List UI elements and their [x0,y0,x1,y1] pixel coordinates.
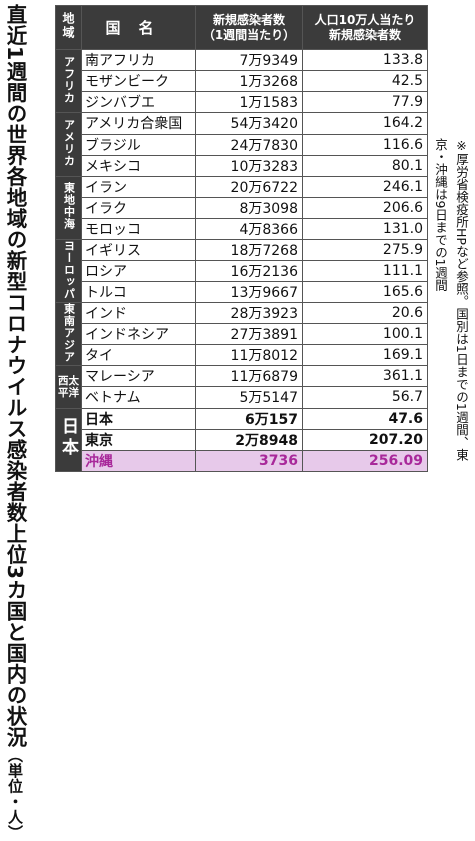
weekly-cases: 18万7268 [195,238,303,261]
country-name: モロッコ [81,217,196,240]
region-japan: 日本 [55,407,82,473]
country-name: イラン [81,175,196,198]
country-name: 日本 [81,407,196,430]
per-100k: 256.09 [302,449,428,473]
unit-label: （単位・人） [6,747,24,841]
region-europe: ヨーロッパ [55,238,82,304]
per-100k: 207.20 [302,428,428,451]
weekly-cases: 6万157 [195,407,303,430]
weekly-cases: 11万8012 [195,344,303,367]
header-region: 地域 [55,4,82,51]
weekly-cases: 24万7830 [195,133,303,156]
table-row: 東南アジア インド 28万3923 20.6 [55,302,428,367]
country-name: メキシコ [81,154,196,177]
table-row: インドネシア 27万3891 100.1 [56,323,428,346]
per-100k: 246.1 [302,175,428,198]
per-100k: 361.1 [302,365,428,388]
per-100k: 131.0 [302,217,428,240]
title-text: 直近1週間の世界各地域の新型コロナウイルス感染者数上位3カ国と国内の状況 [3,4,27,748]
per-100k: 111.1 [302,259,428,283]
header-per100k: 人口10万人当たり 新規感染者数 [302,4,428,51]
table-row: 西太平洋 マレーシア 11万6879 361.1 [55,365,428,409]
per-100k: 100.1 [302,323,428,346]
country-name: インドネシア [81,323,196,346]
country-name: イギリス [81,238,196,261]
weekly-cases: 2万8948 [195,428,303,451]
country-name: 沖縄 [81,449,196,473]
country-name: ロシア [81,259,196,283]
table-row: 日本 日本 6万157 47.6 [55,407,428,473]
table-row-highlight: 沖縄 3736 256.09 [56,449,428,473]
country-name: マレーシア [81,365,196,388]
weekly-cases: 16万2136 [195,259,303,283]
country-name: 東京 [81,428,196,451]
per-100k: 206.6 [302,196,428,219]
country-name: タイ [81,344,196,367]
table-row: 東京 2万8948 207.20 [56,428,428,451]
weekly-cases: 54万3420 [195,112,303,135]
table-row: 東地中海 イラン 20万6722 246.1 [55,175,428,240]
country-name: インド [81,302,196,325]
table-row: ベトナム 5万5147 56.7 [56,386,428,409]
per-100k: 77.9 [302,91,428,114]
region-africa: アフリカ [55,49,82,114]
weekly-cases: 1万1583 [195,91,303,114]
per-100k: 20.6 [302,302,428,325]
weekly-cases: 10万3283 [195,154,303,177]
table-row: ジンバブエ 1万1583 77.9 [56,91,428,114]
region-southeast-asia: 東南アジア [55,302,82,367]
per-100k: 116.6 [302,133,428,156]
table-row: ヨーロッパ イギリス 18万7268 275.9 [55,238,428,304]
weekly-cases: 27万3891 [195,323,303,346]
country-name: 南アフリカ [81,49,196,72]
region-western-pacific: 西太平洋 [55,365,82,409]
weekly-cases: 5万5147 [195,386,303,409]
per-100k: 164.2 [302,112,428,135]
per-100k: 56.7 [302,386,428,409]
weekly-cases: 20万6722 [195,175,303,198]
per-100k: 169.1 [302,344,428,367]
infection-table: 地域 国名 新規感染者数 （1週間当たり） 人口10万人当たり 新規感染者数 アフリ… [55,4,428,473]
weekly-cases: 13万9667 [195,281,303,304]
country-name: モザンビーク [81,70,196,93]
region-eastern-mediterranean: 東地中海 [55,175,82,240]
weekly-cases: 3736 [195,449,303,473]
country-name: イラク [81,196,196,219]
table-row: ロシア 16万2136 111.1 [56,259,428,283]
country-name: ジンバブエ [81,91,196,114]
country-name: アメリカ合衆国 [81,112,196,135]
table-row: タイ 11万8012 169.1 [56,344,428,367]
country-name: トルコ [81,281,196,304]
country-name: ブラジル [81,133,196,156]
per-100k: 133.8 [302,49,428,72]
header-cases: 新規感染者数 （1週間当たり） [195,4,303,51]
table-row: イラク 8万3098 206.6 [56,196,428,219]
per-100k: 275.9 [302,238,428,261]
weekly-cases: 4万8366 [195,217,303,240]
chart-title: 直近1週間の世界各地域の新型コロナウイルス感染者数上位3カ国と国内の状況（単位・… [2,4,28,841]
header-row: 地域 国名 新規感染者数 （1週間当たり） 人口10万人当たり 新規感染者数 [55,4,428,51]
table-row: モロッコ 4万8366 131.0 [56,217,428,240]
table-row: ブラジル 24万7830 116.6 [56,133,428,156]
region-americas: アメリカ [55,112,82,177]
per-100k: 47.6 [302,407,428,430]
table-row: アメリカ アメリカ合衆国 54万3420 164.2 [55,112,428,177]
table-row: モザンビーク 1万3268 42.5 [56,70,428,93]
weekly-cases: 11万6879 [195,365,303,388]
weekly-cases: 28万3923 [195,302,303,325]
table-row: トルコ 13万9667 165.6 [56,281,428,304]
weekly-cases: 1万3268 [195,70,303,93]
source-note: ※厚労省検疫所HPなど参照。国別は1日までの1週間、東京・沖縄は9日までの1週間 [433,138,469,461]
weekly-cases: 8万3098 [195,196,303,219]
country-name: ベトナム [81,386,196,409]
table-row: メキシコ 10万3283 80.1 [56,154,428,177]
table-row: アフリカ 南アフリカ 7万9349 133.8 [55,49,428,114]
header-country: 国名 [81,4,196,51]
per-100k: 80.1 [302,154,428,177]
weekly-cases: 7万9349 [195,49,303,72]
per-100k: 42.5 [302,70,428,93]
per-100k: 165.6 [302,281,428,304]
